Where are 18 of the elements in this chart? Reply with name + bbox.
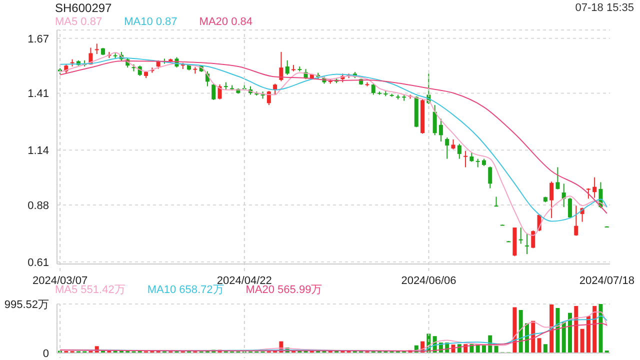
y-tick-label: 1.67 (28, 33, 49, 46)
y-tick-label: 0.88 (28, 200, 49, 212)
text: 07-18 15:35 (575, 1, 634, 16)
y-tick-label: 1.41 (28, 88, 49, 100)
text: MA5 551.42万 (55, 284, 126, 298)
text: MA10 658.72万 (147, 284, 224, 298)
x-tick-label: 2024/07/18 (579, 275, 634, 287)
chart-title: SH600297 (55, 0, 112, 16)
text: MA10 0.87 (124, 16, 178, 28)
y-tick-label: 0.61 (28, 256, 49, 269)
y-tick-label: 0 (42, 348, 49, 360)
x-tick-label: 2024/06/06 (401, 275, 456, 287)
x-tick-label: 2024/03/07 (32, 275, 88, 287)
text: MA20 565.99万 (246, 284, 322, 298)
text: MA20 0.84 (199, 16, 252, 28)
y-tick-label: 1.14 (28, 145, 49, 158)
y-tick-label: 995.52万 (4, 298, 49, 311)
text: MA5 0.87 (55, 16, 102, 28)
